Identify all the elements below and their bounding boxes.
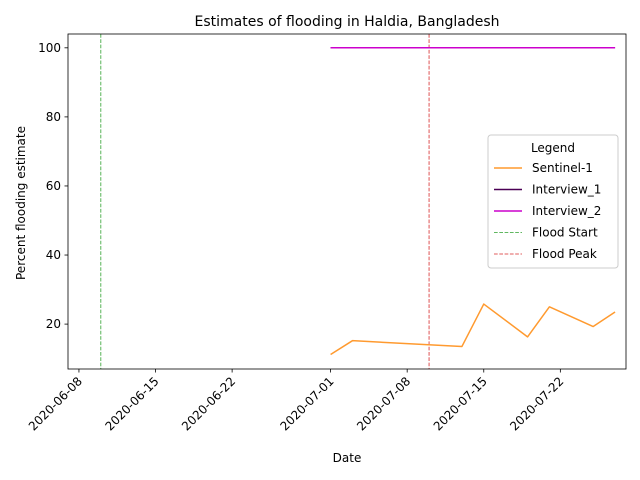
legend-label: Interview_2: [532, 204, 601, 218]
x-axis-label: Date: [333, 451, 362, 465]
y-tick-label: 60: [46, 179, 61, 193]
legend-item-sentinel-1: Sentinel-1: [494, 161, 593, 175]
x-tick-label: 2020-07-01: [277, 374, 336, 433]
plot-area: [100, 34, 616, 369]
legend-item-interview-1: Interview_1: [494, 183, 601, 197]
legend-item-interview-2: Interview_2: [494, 204, 601, 218]
x-tick-label: 2020-06-15: [102, 374, 161, 433]
legend-title: Legend: [531, 141, 575, 155]
legend-label: Interview_1: [532, 183, 601, 197]
x-tick-label: 2020-07-22: [507, 374, 566, 433]
legend-item-flood-peak: Flood Peak: [494, 247, 597, 261]
legend-label: Flood Peak: [532, 247, 597, 261]
y-tick-label: 20: [46, 317, 61, 331]
legend: Legend Sentinel-1 Interview_1 Interview_2 F…: [487, 134, 619, 269]
legend-item-flood-start: Flood Start: [494, 226, 598, 240]
x-tick-label: 2020-07-08: [354, 374, 413, 433]
legend-items: Sentinel-1 Interview_1 Interview_2 Flood St…: [494, 161, 601, 261]
series-sentinel-1: [330, 303, 616, 356]
x-tick-label: 2020-06-08: [26, 374, 85, 433]
x-tick-label: 2020-06-22: [179, 374, 238, 433]
y-tick-label: 100: [38, 41, 61, 55]
legend-label: Flood Start: [532, 226, 598, 240]
y-tick-label: 40: [46, 248, 61, 262]
legend-label: Sentinel-1: [532, 161, 593, 175]
x-tick-label: 2020-07-15: [431, 374, 490, 433]
plot-frame: [67, 33, 627, 370]
y-axis-label: Percent flooding estimate: [14, 126, 28, 280]
x-axis: 2020-06-08 2020-06-15 2020-06-22 2020-07-01…: [26, 369, 566, 433]
chart-title: Estimates of flooding in Haldia, Banglad…: [194, 14, 499, 30]
y-tick-label: 80: [46, 110, 61, 124]
y-axis: 20 40 60 80 100: [38, 41, 68, 331]
